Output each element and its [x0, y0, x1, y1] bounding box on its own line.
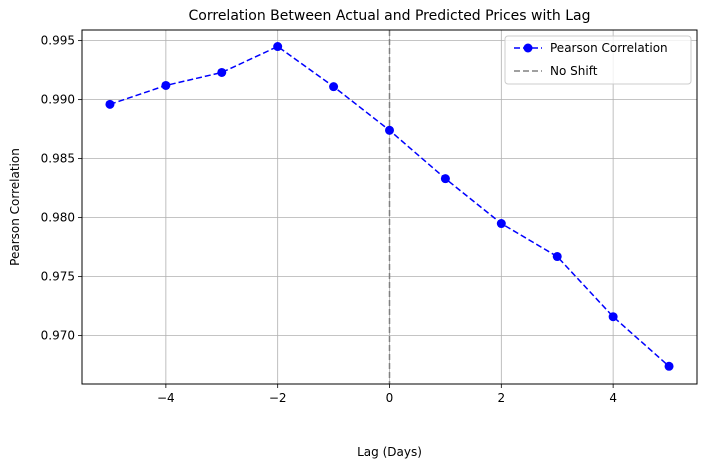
legend: Pearson Correlation No Shift: [504, 35, 692, 85]
data-point: [105, 99, 115, 109]
data-point: [217, 67, 227, 77]
data-point: [385, 125, 394, 135]
y-tick-label: 0.985: [41, 152, 75, 166]
x-axis-label: Lag (Days): [357, 445, 422, 459]
legend-box: [504, 35, 692, 85]
x-tick-label: 2: [497, 391, 505, 405]
y-tick-label: 0.990: [41, 93, 75, 107]
x-tick-label: −4: [157, 391, 175, 405]
x-tick-label: −2: [269, 391, 287, 405]
ticks: −4 −2 0 2 4 0.970 0.975 0.980 0.985 0.990 0.995: [41, 34, 617, 405]
data-point: [496, 219, 506, 229]
data-point: [161, 80, 171, 90]
legend-series-marker: [523, 43, 533, 53]
x-tick-label: 0: [386, 391, 394, 405]
y-tick-label: 0.975: [41, 270, 75, 284]
x-tick-label: 4: [609, 391, 617, 405]
data-point: [664, 361, 674, 371]
legend-reference-label: No Shift: [550, 64, 598, 78]
data-point: [608, 312, 618, 322]
y-tick-label: 0.970: [41, 329, 75, 343]
data-point: [440, 174, 450, 184]
data-point: [552, 252, 562, 262]
chart-title: Correlation Between Actual and Predicted…: [189, 8, 591, 24]
y-tick-label: 0.995: [41, 34, 75, 48]
legend-series-label: Pearson Correlation: [550, 41, 668, 55]
y-tick-label: 0.980: [41, 211, 75, 225]
data-point: [329, 82, 339, 92]
y-axis-label: Pearson Correlation: [8, 148, 22, 266]
series-layer: [105, 42, 674, 371]
data-point: [273, 42, 283, 52]
